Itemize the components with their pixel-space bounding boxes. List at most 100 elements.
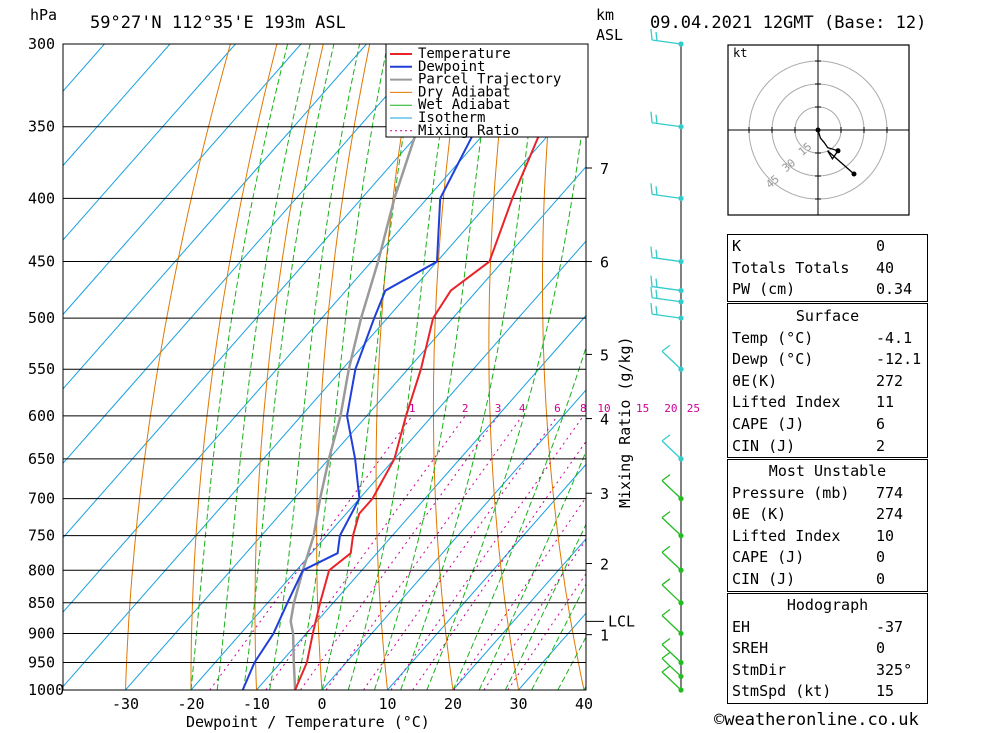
wet-adiabat-line: [242, 44, 335, 690]
mu-row: CAPE (J) 0: [732, 548, 886, 567]
hodo-row: SREH 0: [732, 639, 886, 658]
parcel-trajectory-line: [289, 44, 447, 690]
hodograph-index-title: Hodograph: [786, 596, 869, 614]
legend-label: Isotherm: [418, 110, 485, 126]
legend-label: Mixing Ratio: [418, 123, 519, 139]
legend-label: Parcel Trajectory: [418, 72, 561, 88]
temperature-tick-label: 40: [575, 695, 593, 713]
mu-row: CIN (J) 0: [732, 569, 886, 588]
surface-row: Temp (°C) -4.1: [732, 328, 913, 347]
temperature-tick-label: -10: [243, 695, 270, 713]
barb-feather: [661, 344, 671, 352]
barb-staff: [661, 440, 682, 460]
mixing-ratio-label: 2: [462, 402, 469, 415]
pressure-tick-label: 400: [28, 189, 55, 207]
hodograph-unit-label: kt: [733, 46, 747, 60]
mixing-ratio-line: [265, 415, 466, 690]
isotherm-line: [190, 240, 586, 690]
barb-feather: [655, 289, 658, 299]
barb-feather: [661, 434, 671, 442]
index-row-pw: PW (cm) 0.34: [732, 280, 913, 299]
mixing-ratio-label: 4: [519, 402, 526, 415]
wet-adiabat-line: [216, 44, 311, 690]
mixing-ratio-label: 10: [597, 402, 610, 415]
sounding-profiles: [241, 44, 584, 690]
barb-feather: [661, 608, 671, 616]
wind-barbs: [650, 28, 684, 693]
pressure-tick-label: 850: [28, 594, 55, 612]
hodograph-point: [851, 171, 857, 177]
wind-barb: [661, 434, 682, 460]
isotherm-line: [63, 44, 367, 390]
km-tick-label: 5: [600, 346, 609, 364]
wet-adiabat-line: [531, 582, 586, 690]
legend-label: Dewpoint: [418, 59, 485, 75]
barb-feather: [661, 511, 671, 519]
km-tick-label: 1: [600, 627, 609, 645]
barb-feather: [650, 246, 653, 258]
hodo-row: StmSpd (kt) 15: [732, 682, 895, 701]
dry-adiabat-line: [973, 44, 1000, 690]
pressure-tick-label: 350: [28, 118, 55, 136]
km-tick-label: 6: [600, 254, 609, 272]
barb-feather: [661, 545, 671, 553]
barb-feather: [650, 111, 653, 123]
dry-adiabat-line: [927, 44, 1000, 690]
isotherm-line: [452, 538, 586, 690]
barb-feather: [661, 651, 671, 659]
barb-feather: [655, 186, 658, 196]
isotherm-line: [63, 44, 302, 316]
mu-row: Lifted Index 10: [732, 526, 895, 545]
isotherm-line: [63, 44, 498, 539]
wet-adiabat-line: [269, 44, 361, 690]
hodo-row: StmDir 325°: [732, 660, 913, 679]
dry-adiabat-line: [432, 44, 464, 690]
mixing-ratio-line: [390, 415, 584, 690]
mixing-ratio-line: [453, 496, 586, 690]
isotherm-line: [63, 91, 586, 688]
pressure-tick-label: 300: [28, 35, 55, 53]
wind-barb: [650, 28, 682, 45]
wind-barb: [650, 111, 682, 128]
dry-adiabat-line: [190, 44, 278, 690]
isotherm-line: [125, 165, 586, 690]
datetime-title: 09.04.2021 12GMT (Base: 12): [650, 13, 926, 33]
temperature-tick-label: 0: [317, 695, 326, 713]
mixing-ratio-axis-title: Mixing Ratio (g/kg): [616, 336, 634, 508]
km-tick-label: 2: [600, 556, 609, 574]
hodograph-point: [835, 148, 841, 154]
barb-feather: [661, 474, 671, 482]
barb-feather: [650, 303, 653, 315]
barb-staff: [661, 644, 682, 663]
barb-staff: [661, 551, 682, 571]
pressure-tick-label: 450: [28, 253, 55, 271]
asl-unit-label: ASL: [596, 26, 623, 44]
pressure-tick-label: 750: [28, 527, 55, 545]
dry-adiabat-line: [125, 44, 231, 690]
legend-label: Dry Adiabat: [418, 84, 511, 100]
hodo-row: EH -37: [732, 617, 904, 636]
credit-link[interactable]: ©weatheronline.co.uk: [714, 710, 919, 730]
surface-box: Surface Temp (°C) -4.1 Dewp (°C) -12.1 θE(…: [727, 303, 928, 458]
wind-barb: [661, 637, 682, 663]
pressure-tick-label: 500: [28, 309, 55, 327]
isotherm-line: [387, 463, 586, 690]
barb-staff: [661, 350, 682, 370]
mixing-ratio-label: 15: [636, 402, 649, 415]
barb-feather: [650, 183, 653, 195]
barb-feather: [661, 637, 671, 645]
wet-adiabat-line: [295, 44, 389, 690]
barb-feather: [655, 249, 658, 259]
pressure-tick-label: 650: [28, 450, 55, 468]
legend-label: Wet Adiabat: [418, 97, 511, 113]
km-unit-label: km: [596, 6, 614, 24]
hodograph-trace: [817, 129, 855, 175]
km-tick-label: 7: [600, 160, 609, 178]
isobar-lines: [63, 43, 586, 691]
wind-barb: [650, 275, 682, 292]
dry-adiabat-line: [488, 44, 519, 690]
